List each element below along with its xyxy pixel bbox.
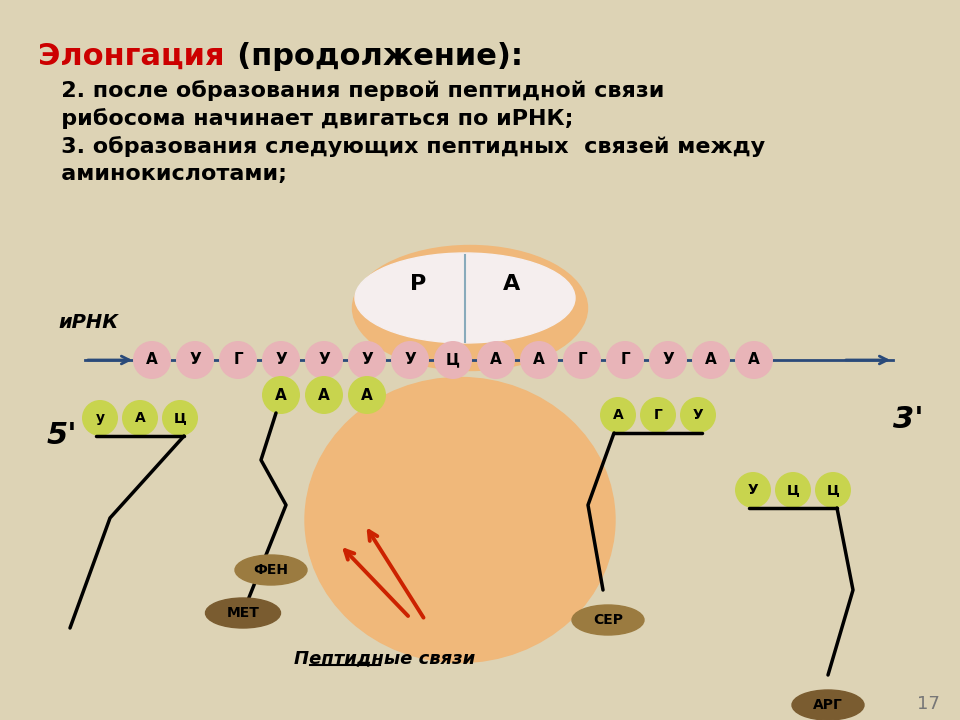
Circle shape xyxy=(649,341,687,379)
Text: Ц: Ц xyxy=(174,411,186,425)
Text: А: А xyxy=(748,353,760,367)
Circle shape xyxy=(735,472,771,508)
Circle shape xyxy=(520,341,558,379)
Text: У: У xyxy=(662,353,674,367)
Text: 5': 5' xyxy=(47,420,78,449)
Text: ФЕН: ФЕН xyxy=(253,563,289,577)
Text: Ц: Ц xyxy=(827,483,839,497)
Text: Р: Р xyxy=(410,274,426,294)
Circle shape xyxy=(606,341,644,379)
Circle shape xyxy=(815,472,851,508)
Text: МЕТ: МЕТ xyxy=(227,606,259,620)
Circle shape xyxy=(133,341,171,379)
Text: Г: Г xyxy=(577,353,587,367)
Circle shape xyxy=(391,341,429,379)
Text: Пептидные связи: Пептидные связи xyxy=(295,649,475,667)
Text: А: А xyxy=(491,353,502,367)
Text: АРГ: АРГ xyxy=(813,698,843,712)
Text: (продолжение):: (продолжение): xyxy=(216,42,523,71)
Ellipse shape xyxy=(355,253,575,343)
Circle shape xyxy=(262,341,300,379)
Circle shape xyxy=(477,341,515,379)
Text: 3': 3' xyxy=(893,405,924,434)
Circle shape xyxy=(176,341,214,379)
Text: аминокислотами;: аминокислотами; xyxy=(38,164,287,184)
Text: У: У xyxy=(748,483,758,497)
Text: А: А xyxy=(533,353,545,367)
Circle shape xyxy=(563,341,601,379)
Text: А: А xyxy=(612,408,623,422)
Text: рибосома начинает двигаться по иРНК;: рибосома начинает двигаться по иРНК; xyxy=(38,108,573,129)
Text: 2. после образования первой пептидной связи: 2. после образования первой пептидной св… xyxy=(38,80,664,101)
Circle shape xyxy=(775,472,811,508)
Text: У: У xyxy=(692,408,704,422)
Text: А: А xyxy=(503,274,520,294)
Text: У: У xyxy=(318,353,330,367)
Circle shape xyxy=(348,341,386,379)
Circle shape xyxy=(680,397,716,433)
Circle shape xyxy=(262,376,300,414)
Circle shape xyxy=(82,400,118,436)
Text: Г: Г xyxy=(620,353,630,367)
Ellipse shape xyxy=(235,555,307,585)
Text: у: у xyxy=(95,411,105,425)
Text: А: А xyxy=(361,387,372,402)
Text: У: У xyxy=(276,353,287,367)
Text: А: А xyxy=(706,353,717,367)
Text: У: У xyxy=(189,353,201,367)
Text: А: А xyxy=(146,353,157,367)
Text: Элонгация: Элонгация xyxy=(38,42,225,71)
Text: У: У xyxy=(361,353,372,367)
Circle shape xyxy=(640,397,676,433)
Circle shape xyxy=(348,376,386,414)
Text: Ц: Ц xyxy=(446,353,460,367)
Circle shape xyxy=(735,341,773,379)
Ellipse shape xyxy=(305,377,615,662)
Text: Г: Г xyxy=(233,353,243,367)
Text: СЕР: СЕР xyxy=(593,613,623,627)
Text: А: А xyxy=(276,387,287,402)
Circle shape xyxy=(162,400,198,436)
Ellipse shape xyxy=(572,605,644,635)
Text: А: А xyxy=(318,387,330,402)
Circle shape xyxy=(692,341,730,379)
Ellipse shape xyxy=(792,690,864,720)
Circle shape xyxy=(434,341,472,379)
Text: У: У xyxy=(404,353,416,367)
Text: Г: Г xyxy=(654,408,662,422)
Text: А: А xyxy=(134,411,145,425)
Circle shape xyxy=(305,341,343,379)
Text: Ц: Ц xyxy=(786,483,800,497)
Text: 17: 17 xyxy=(917,695,940,713)
Text: 3. образования следующих пептидных  связей между: 3. образования следующих пептидных связе… xyxy=(38,136,765,157)
Circle shape xyxy=(305,376,343,414)
Ellipse shape xyxy=(205,598,280,628)
Circle shape xyxy=(600,397,636,433)
Ellipse shape xyxy=(352,246,588,371)
Circle shape xyxy=(219,341,257,379)
Circle shape xyxy=(122,400,158,436)
Text: иРНК: иРНК xyxy=(58,313,118,333)
